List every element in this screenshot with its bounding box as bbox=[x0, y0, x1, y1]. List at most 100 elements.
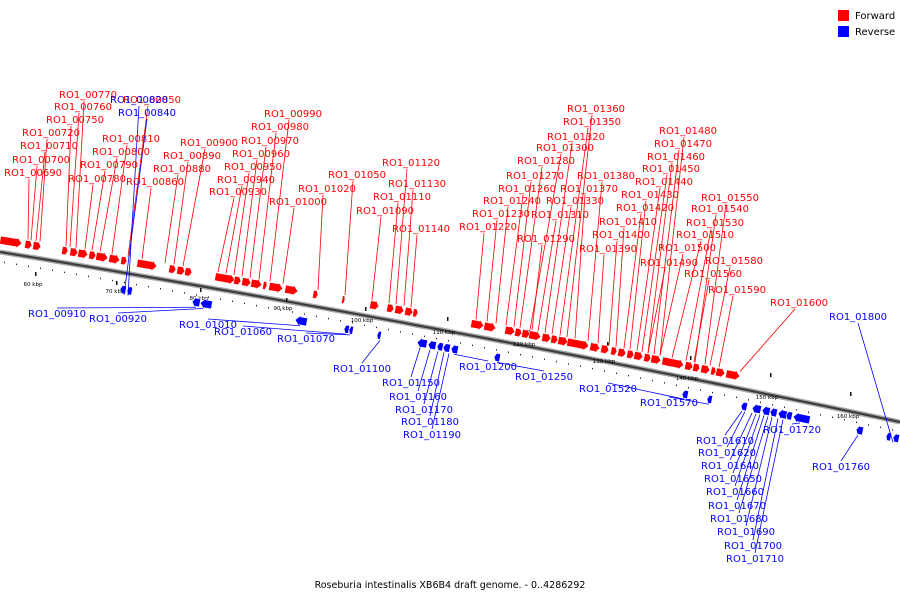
minor-tick bbox=[88, 275, 89, 278]
forward-gene-label: RO1_00970 bbox=[241, 136, 299, 147]
tick-label: 90 kbp bbox=[274, 306, 293, 312]
reverse-gene-label: RO1_01070 bbox=[277, 334, 335, 345]
minor-tick bbox=[844, 419, 845, 421]
forward-gene-label: RO1_01470 bbox=[654, 139, 712, 150]
legend-label-reverse: Reverse bbox=[855, 27, 895, 38]
leader-line bbox=[718, 295, 734, 368]
minor-tick bbox=[592, 367, 593, 370]
minor-tick bbox=[388, 328, 389, 331]
leader-line bbox=[395, 168, 408, 305]
minor-tick bbox=[724, 394, 725, 396]
leader-line bbox=[141, 187, 152, 259]
leader-line bbox=[453, 353, 489, 362]
minor-tick bbox=[556, 360, 557, 363]
leader-line bbox=[388, 202, 399, 304]
forward-gene-label: RO1_01000 bbox=[269, 197, 327, 208]
leader-line bbox=[659, 136, 685, 356]
forward-gene-arrow bbox=[120, 255, 128, 267]
backbone-line bbox=[0, 250, 900, 424]
minor-tick bbox=[16, 263, 17, 265]
minor-tick bbox=[820, 414, 821, 416]
forward-gene-arrow bbox=[136, 258, 158, 272]
forward-gene-label: RO1_01480 bbox=[659, 126, 717, 137]
forward-gene-arrow bbox=[311, 289, 319, 301]
forward-gene-arrow bbox=[709, 365, 717, 377]
tick-label: 100 kbp bbox=[351, 318, 374, 324]
leader-line bbox=[659, 253, 684, 356]
forward-gene-arrow bbox=[88, 248, 97, 262]
reverse-gene-label: RO1_01180 bbox=[401, 417, 459, 428]
leader-line bbox=[207, 318, 301, 327]
forward-gene-label: RO1_01350 bbox=[563, 117, 621, 128]
minor-tick bbox=[316, 315, 317, 318]
minor-tick bbox=[280, 309, 281, 311]
reverse-gene-label: RO1_01610 bbox=[696, 436, 754, 447]
forward-gene-arrow bbox=[393, 303, 405, 317]
forward-gene-label: RO1_01320 bbox=[547, 132, 605, 143]
forward-gene-label: RO1_01300 bbox=[536, 143, 594, 154]
reverse-gene-arrow bbox=[294, 314, 308, 328]
reverse-gene-arrow bbox=[436, 340, 445, 353]
leader-line bbox=[739, 308, 796, 372]
major-tick bbox=[690, 356, 692, 360]
forward-gene-label: RO1_00690 bbox=[4, 168, 62, 179]
leader-line bbox=[117, 308, 204, 314]
forward-gene-arrow bbox=[233, 274, 242, 288]
major-tick bbox=[200, 288, 202, 292]
forward-gene-label: RO1_01590 bbox=[708, 285, 766, 296]
minor-tick bbox=[184, 292, 185, 294]
forward-gene-label: RO1_01290 bbox=[517, 234, 575, 245]
forward-gene-label: RO1_01370 bbox=[560, 184, 618, 195]
leader-line bbox=[344, 180, 354, 295]
forward-gene-label: RO1_01600 bbox=[770, 298, 828, 309]
forward-gene-label: RO1_01430 bbox=[621, 190, 679, 201]
leader-line bbox=[704, 203, 727, 365]
forward-gene-arrow bbox=[168, 262, 177, 276]
forward-gene-arrow bbox=[95, 251, 109, 264]
leader-line bbox=[39, 138, 48, 242]
forward-gene-arrow bbox=[403, 305, 414, 319]
forward-gene-label: RO1_00790 bbox=[80, 160, 138, 171]
forward-gene-arrow bbox=[632, 349, 644, 363]
forward-gene-label: RO1_00780 bbox=[68, 174, 126, 185]
minor-tick bbox=[76, 273, 77, 276]
minor-tick bbox=[364, 324, 365, 326]
minor-tick bbox=[772, 404, 773, 406]
forward-gene-label: RO1_01460 bbox=[647, 152, 705, 163]
reverse-gene-arrow bbox=[785, 410, 794, 422]
forward-gene-label: RO1_01440 bbox=[635, 177, 693, 188]
leader-line bbox=[559, 127, 589, 336]
minor-tick bbox=[340, 320, 341, 322]
leader-line bbox=[668, 396, 710, 405]
reverse-gene-arrow bbox=[442, 341, 452, 355]
leader-line bbox=[417, 349, 431, 392]
reverse-gene-arrow bbox=[740, 400, 749, 412]
reverse-gene-arrow bbox=[416, 336, 429, 350]
leader-line bbox=[233, 172, 250, 276]
reverse-gene-arrow bbox=[892, 432, 900, 444]
tick-label: 60 kbp bbox=[24, 282, 43, 288]
forward-gene-label: RO1_01560 bbox=[684, 269, 742, 280]
minor-tick bbox=[148, 285, 149, 288]
reverse-gene-arrow bbox=[343, 323, 351, 335]
reverse-gene-label: RO1_01710 bbox=[726, 554, 784, 565]
forward-gene-label: RO1_01410 bbox=[599, 217, 657, 228]
leader-line bbox=[111, 144, 128, 254]
leader-line bbox=[225, 185, 243, 274]
leader-line bbox=[738, 416, 769, 514]
reverse-gene-label: RO1_01690 bbox=[717, 527, 775, 538]
forward-gene-arrow bbox=[540, 331, 552, 345]
forward-gene-arrow bbox=[661, 356, 685, 371]
minor-tick bbox=[604, 370, 605, 372]
leader-line bbox=[495, 206, 509, 324]
leader-line bbox=[732, 413, 757, 474]
minor-tick bbox=[244, 302, 245, 305]
leader-line bbox=[65, 125, 72, 246]
leader-line bbox=[636, 187, 661, 351]
tick-label: 130 kbp bbox=[593, 359, 616, 365]
forward-gene-label: RO1_01050 bbox=[328, 170, 386, 181]
minor-tick bbox=[448, 340, 449, 342]
tick-label: 150 kbp bbox=[756, 395, 779, 401]
minor-tick bbox=[460, 342, 461, 344]
minor-tick bbox=[196, 294, 197, 296]
